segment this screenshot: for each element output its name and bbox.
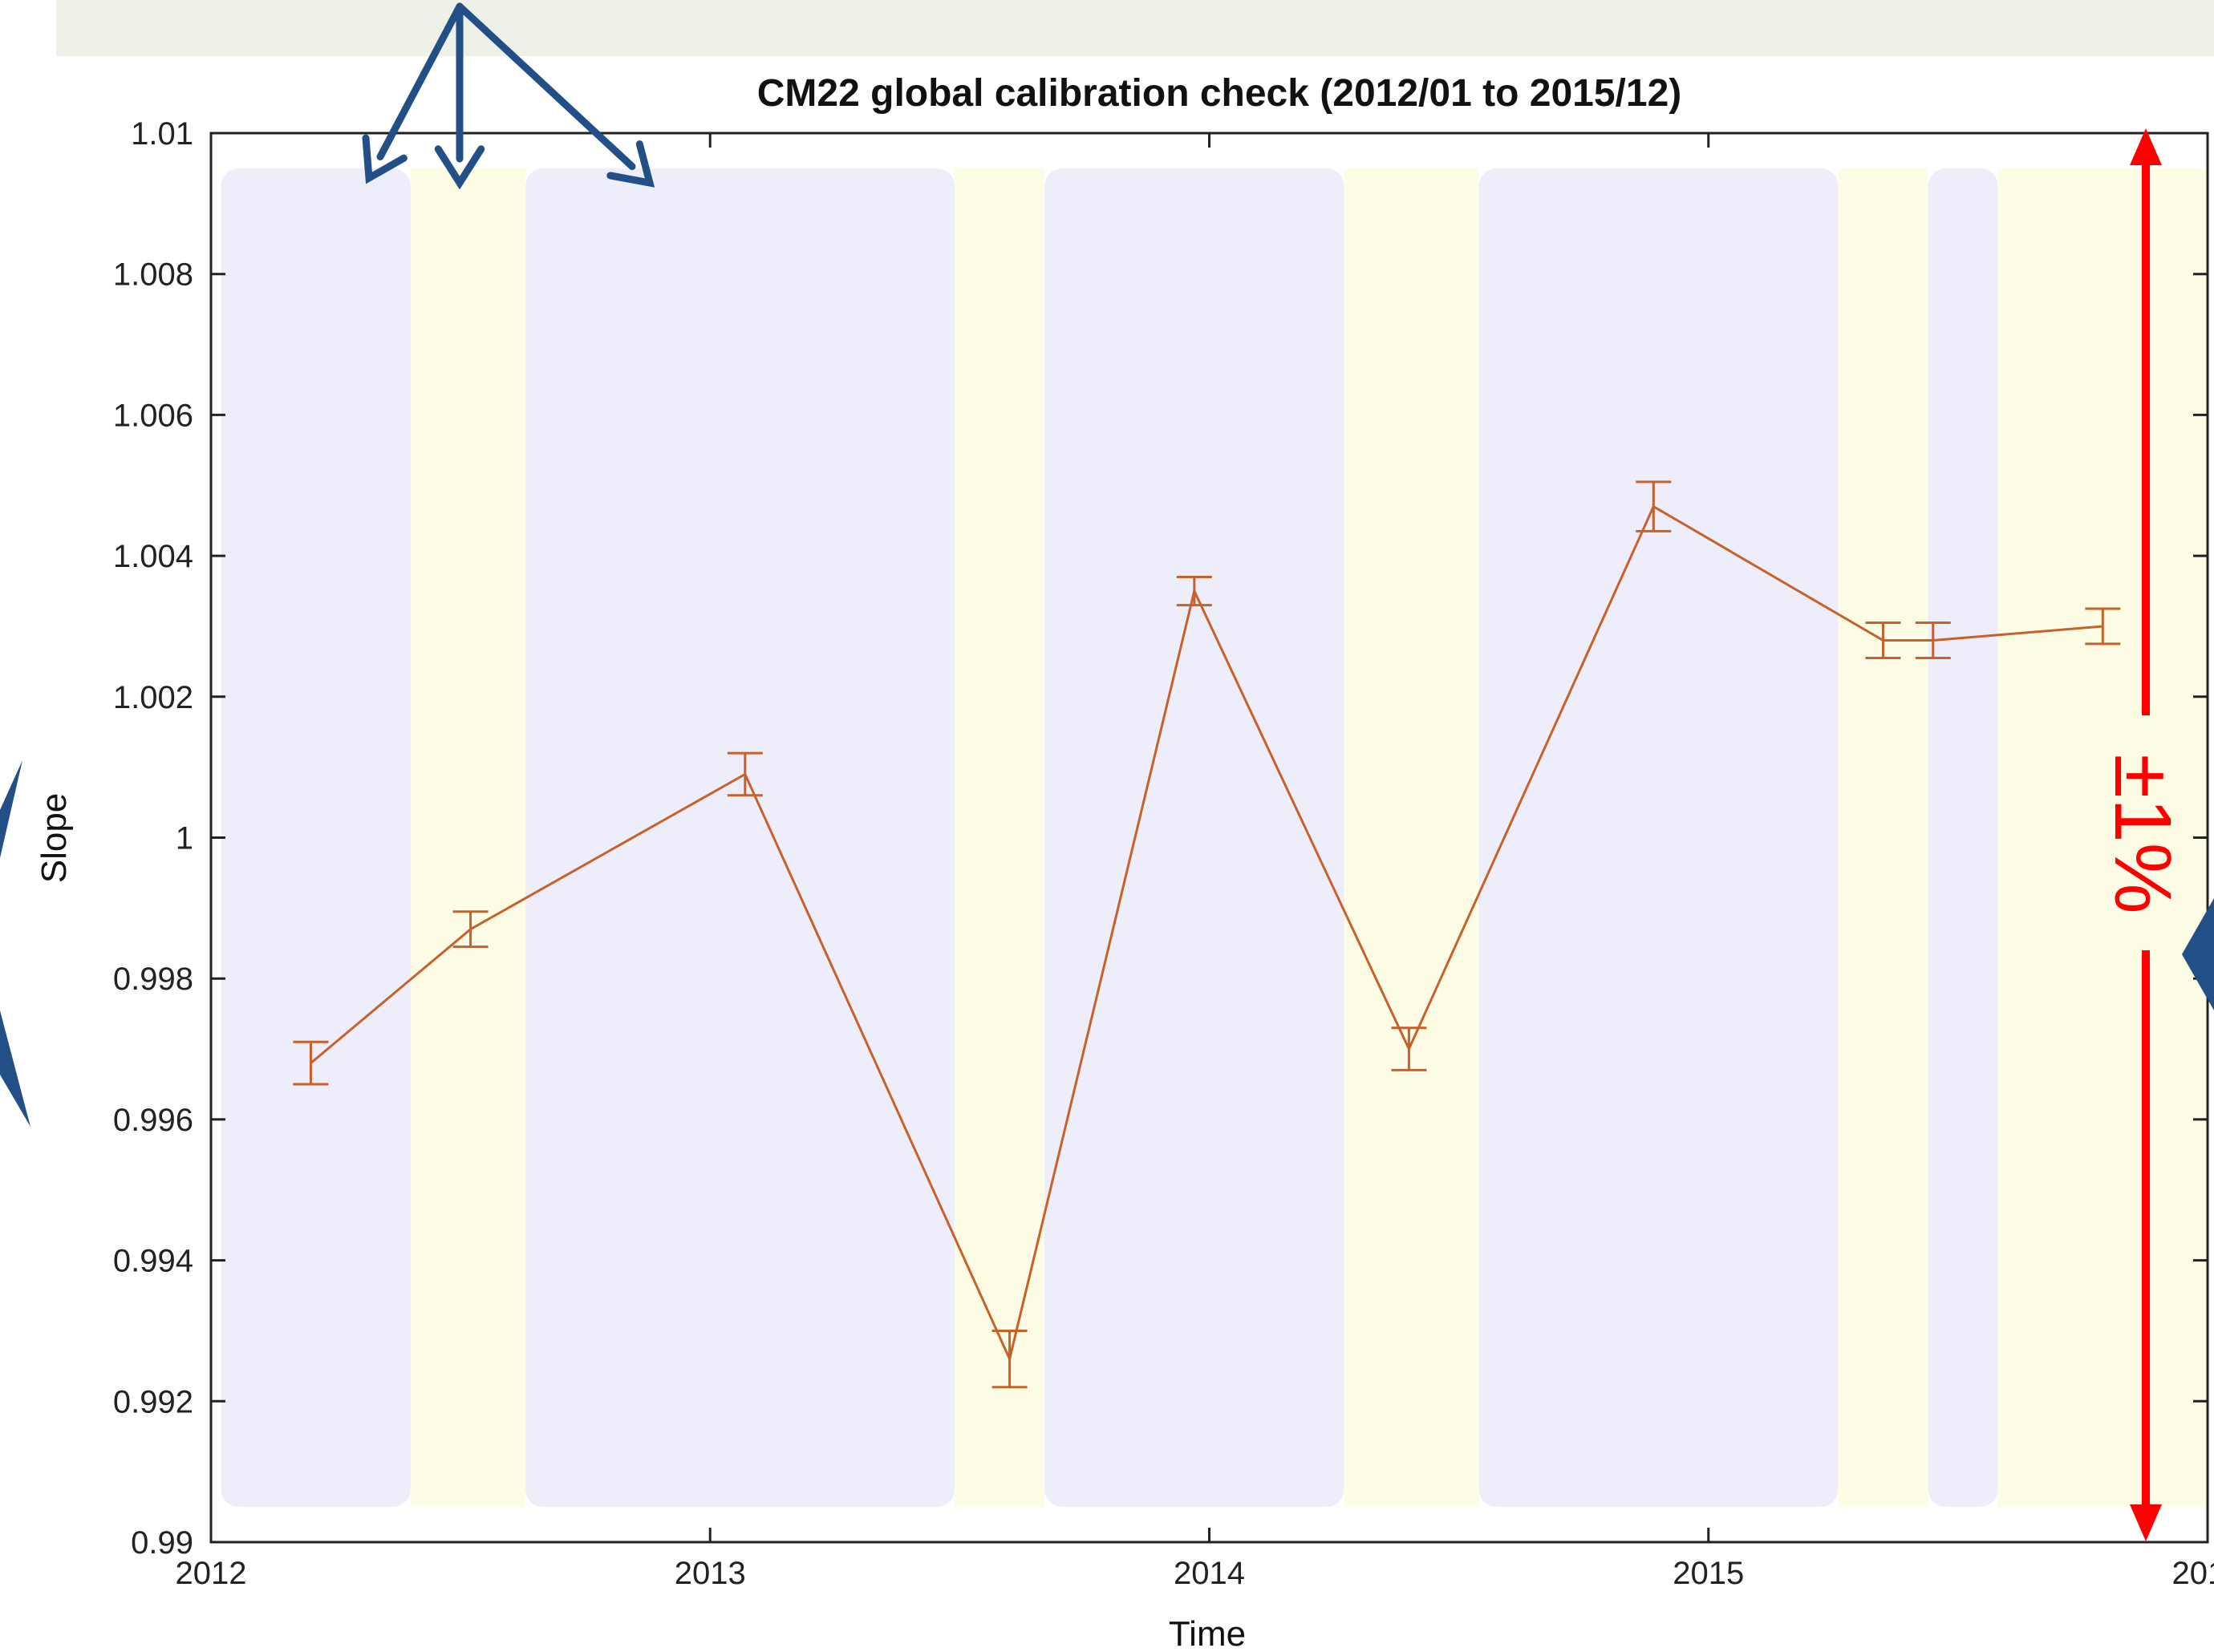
callout-arrow-head [606,140,655,188]
chart-title: CM22 global calibration check (2012/01 t… [757,72,1682,115]
shaded-period [1044,168,1344,1508]
annotations: ±1% [0,2,2214,1541]
shaded-period [1928,168,1998,1508]
y-tick-label: 0.99 [131,1525,193,1561]
data-point [1391,1026,1427,1071]
shaded-period [1838,168,1928,1508]
x-tick-label: 2016 [2172,1556,2214,1591]
y-tick-label: 1.006 [113,398,193,433]
data-point [1636,480,1672,532]
data-point [452,910,489,949]
left-pointer-icon [0,760,22,858]
y-tick-label: 0.994 [113,1244,193,1279]
arrow-head-up-icon [2130,128,2162,165]
axes: 0.99 0.992 0.994 0.996 0.998 1 1.002 1.004 1.006… [113,116,2214,1591]
y-axis-label: Slope [34,793,74,884]
series-line [310,504,2103,1363]
data-point [1915,622,1951,659]
y-tick-label: 0.998 [113,962,193,997]
y-tick-label: 1.008 [113,257,193,293]
callout-arrow-shaft [376,2,464,160]
shaded-period [1478,168,1839,1508]
x-axis-label: Time [1169,1614,1246,1648]
shaded-period [1997,168,2208,1508]
data-point [991,1329,1028,1389]
header-band [56,0,2214,56]
x-tick-label: 2014 [1174,1556,1245,1591]
y-tick-label: 1.01 [131,116,193,152]
series-line [293,480,2121,1389]
shaded-period [525,168,955,1508]
callout-arrow-icon [434,2,485,190]
data-point [293,1040,329,1086]
x-tick-label: 2012 [176,1556,247,1591]
x-tick-label: 2015 [1673,1556,1744,1591]
y-tick-label: 1.002 [113,680,193,715]
y-tick-label: 1.004 [113,539,193,574]
right-pointer-icon [2182,898,2214,1010]
shaded-periods [221,168,2208,1508]
callout-arrow-head [434,145,485,190]
arrow-head-down-icon [2130,1504,2162,1541]
shaded-period [221,168,411,1508]
data-point [1176,575,1212,607]
y-tick-label: 0.996 [113,1103,193,1138]
shaded-period [1344,168,1479,1508]
callout-arrow-icon [456,2,655,188]
x-tick-label: 2013 [675,1556,746,1591]
callout-arrow-shaft [456,2,636,171]
data-point [2085,607,2121,646]
shaded-period [955,168,1045,1508]
left-pointer-lower-icon [0,1010,30,1127]
y-tick-label: 1 [176,821,193,856]
callout-arrow-icon [362,2,464,184]
data-point [727,751,763,797]
range-label: ±1% [2098,754,2188,913]
data-point [1865,622,1901,659]
y-tick-label: 0.992 [113,1384,193,1419]
callout-arrow-head [362,134,408,184]
shaded-period [410,168,526,1508]
